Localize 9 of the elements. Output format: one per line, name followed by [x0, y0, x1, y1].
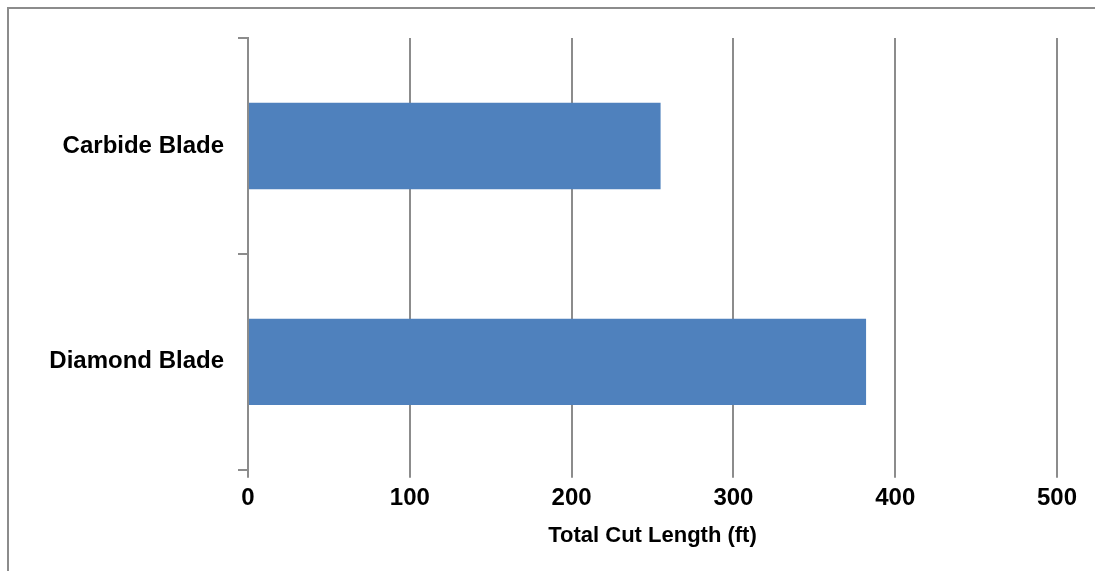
- x-tick-label: 300: [713, 482, 754, 510]
- x-axis-title: Total Cut Length (ft): [548, 521, 757, 547]
- x-tick-label: 0: [241, 482, 255, 510]
- y-tick-label: Diamond Blade: [49, 346, 224, 374]
- x-tick-label: 400: [875, 482, 916, 510]
- x-tick-label: 500: [1036, 482, 1078, 510]
- x-tick-label: 100: [389, 482, 430, 510]
- y-tick-label: Carbide Blade: [62, 130, 224, 158]
- x-tick-label: 200: [551, 482, 592, 510]
